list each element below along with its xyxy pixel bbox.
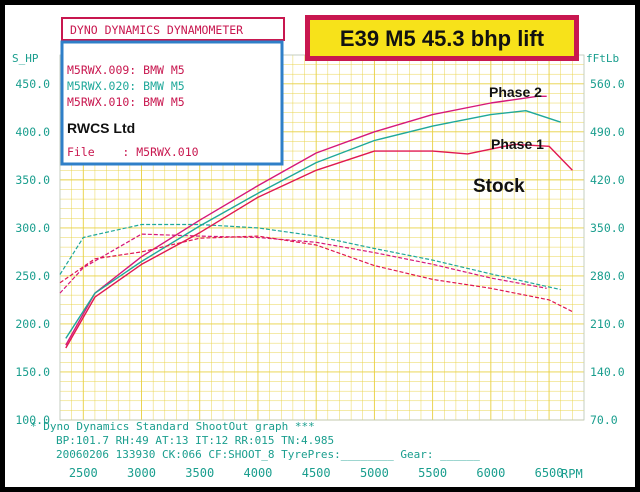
y-left-tick-label: 300.0 [15,221,50,235]
y-right-tick-label: 560.0 [590,77,625,91]
y-right-tick-label: 210.0 [590,317,625,331]
stock-power-curve [65,143,573,349]
y-right-tick-label: 420.0 [590,173,625,187]
y-right-tick-label: 140.0 [590,365,625,379]
x-tick-label: 4500 [302,466,331,480]
run-line-2: M5RWX.020: BMW M5 [67,79,185,93]
x-tick-label: 3000 [127,466,156,480]
run-info-box [60,40,284,166]
company-name: RWCS Ltd [67,120,135,136]
headline-box [310,20,574,56]
phase-2-torque-curve [59,233,547,294]
y-right-tick-label: 280.0 [590,269,625,283]
y-left-tick-label: 250.0 [15,269,50,283]
y-left-label: S_HP [12,52,39,65]
x-axis-label: RPM [561,467,583,481]
footer-line-3: 20060206 133930 CK:066 CF:SHOOT_8 TyrePr… [56,448,480,461]
y-left-tick-label: 400.0 [15,125,50,139]
curves [59,95,573,349]
x-tick-label: 2500 [69,466,98,480]
brand-box [61,17,285,41]
y-right-label: fFtLb [586,52,619,65]
phase-1-power-curve [65,109,561,339]
y-left-tick-label: 100.0 [15,413,50,427]
y-left-tick-label: 150.0 [15,365,50,379]
y-right-tick-label: 70.0 [590,413,618,427]
x-tick-label: 6000 [476,466,505,480]
brand-title: DYNO DYNAMICS DYNAMOMETER [70,23,243,37]
phase-2-power-curve [65,95,547,346]
headline-text: E39 M5 45.3 bhp lift [340,26,545,51]
axis-ticks: 100.0 150.0 200.0 250.0 300.0 350.0 400.0 450.0… [15,77,624,480]
annotation-phase2: Phase 2 [489,84,542,100]
x-tick-label: 4000 [244,466,273,480]
x-tick-label: 3500 [185,466,214,480]
y-left-tick-label: 350.0 [15,173,50,187]
phase-1-torque-curve [59,223,561,291]
x-tick-label: 6500 [535,466,564,480]
y-right-tick-label: 490.0 [590,125,625,139]
y-left-tick-label: 200.0 [15,317,50,331]
footer-line-2: BP:101.7 RH:49 AT:13 IT:12 RR:015 TN:4.9… [56,434,334,447]
x-tick-label: 5000 [360,466,389,480]
x-tick-label: 5500 [418,466,447,480]
y-left-tick-label: 450.0 [15,77,50,91]
footer-line-1: * Dyno Dynamics Standard ShootOut graph … [30,420,315,433]
run-line-3: M5RWX.010: BMW M5 [67,95,185,109]
y-right-tick-label: 350.0 [590,221,625,235]
annotation-phase1: Phase 1 [491,136,544,152]
run-line-1: M5RWX.009: BMW M5 [67,63,185,77]
file-line: File : M5RWX.010 [67,145,199,159]
annotation-stock: Stock [473,176,525,197]
stock-torque-curve [59,235,573,313]
